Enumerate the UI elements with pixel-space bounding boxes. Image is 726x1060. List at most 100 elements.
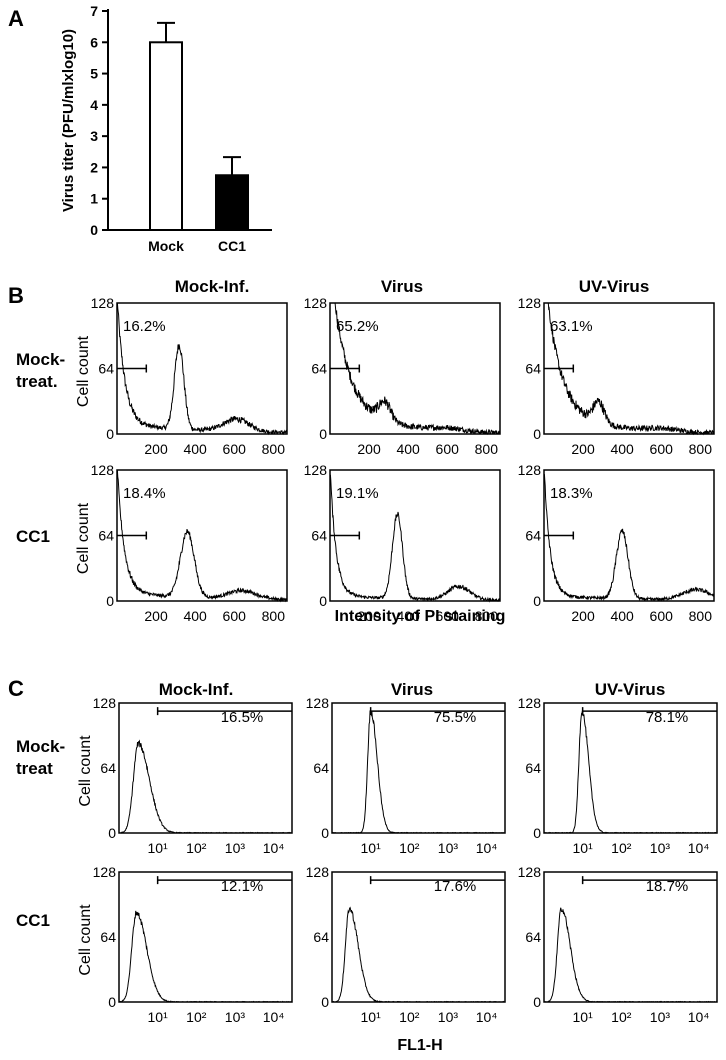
histogram-trace: [118, 739, 293, 834]
ytick-label: 0: [533, 426, 541, 442]
panel-a-category-label: CC1: [218, 238, 246, 254]
ytick-label: 128: [518, 695, 542, 711]
xtick-label: 10¹: [361, 1009, 382, 1025]
xtick-label: 200: [571, 441, 595, 457]
panel-a-bar-mock: [149, 41, 183, 231]
xtick-label: 400: [183, 608, 207, 624]
ytick-label: 64: [100, 929, 116, 945]
ytick-label: 0: [533, 994, 541, 1010]
panel-a-ytick-label: 5: [90, 66, 98, 82]
xtick-label: 10³: [438, 1009, 459, 1025]
plot-frame: [331, 871, 506, 1003]
xtick-label: 10⁴: [688, 1009, 710, 1025]
ytick-label: 64: [98, 361, 114, 377]
xtick-label: 10⁴: [476, 840, 498, 856]
ytick-label: 64: [98, 528, 114, 544]
xtick-label: 10³: [650, 1009, 671, 1025]
panel-c-label: C: [8, 676, 24, 701]
gate-percentage: 18.7%: [646, 878, 689, 895]
ytick-label: 128: [93, 695, 117, 711]
ytick-label: 64: [313, 760, 329, 776]
panel-b-plot-r0c1: 0 64 128 200 400 600 800 65.2%: [304, 295, 501, 457]
y-axis-label: Cell count: [75, 502, 92, 574]
y-axis-label: Cell count: [77, 735, 94, 807]
ytick-label: 128: [518, 462, 542, 478]
y-axis-label: Cell count: [75, 335, 92, 407]
ytick-label: 128: [306, 695, 330, 711]
panel-b-row-label: CC1: [16, 527, 50, 546]
ytick-label: 0: [533, 825, 541, 841]
y-axis-label: Cell count: [77, 904, 94, 976]
panel-a-ytick-label: 3: [90, 128, 98, 144]
panel-b-label: B: [8, 283, 24, 308]
histogram-trace: [329, 474, 501, 603]
ytick-label: 0: [319, 593, 327, 609]
ytick-label: 0: [319, 426, 327, 442]
xtick-label: 10³: [225, 840, 246, 856]
xtick-label: 400: [396, 441, 420, 457]
panel-a-bar-cc1: [215, 174, 249, 231]
gate-percentage: 78.1%: [646, 709, 689, 726]
xtick-label: 800: [262, 441, 286, 457]
panel-b: B Mock-Inf. Virus UV-Virus Mock-treat. CC1 0 64…: [8, 277, 715, 625]
gate-percentage: 12.1%: [221, 878, 264, 895]
plot-frame: [543, 871, 718, 1003]
panel-a-ytick-label: 4: [90, 97, 98, 113]
ytick-label: 64: [313, 929, 329, 945]
ytick-label: 0: [106, 426, 114, 442]
histogram-trace: [331, 906, 505, 1003]
panel-a-ytick-label: 6: [90, 34, 98, 50]
panel-b-plot-r1c2: 0 64 128 200 400 600 800 18.3%: [518, 462, 715, 624]
panel-a-ytick-label: 7: [90, 3, 98, 19]
panel-a-label: A: [8, 6, 24, 31]
ytick-label: 128: [91, 462, 115, 478]
xtick-label: 800: [475, 441, 499, 457]
xtick-label: 800: [689, 608, 713, 624]
panel-a-category-label: Mock: [148, 238, 184, 254]
panel-c-plot-r1c2: 0 64 128 10¹ 10² 10³ 10⁴ 18.7%: [518, 864, 718, 1025]
xtick-label: 10²: [399, 1009, 420, 1025]
gate-percentage: 18.4%: [123, 485, 166, 502]
panel-c-plot-r0c1: 0 64 128 10¹ 10² 10³ 10⁴ 75.5%: [306, 695, 506, 856]
xtick-label: 10¹: [573, 1009, 594, 1025]
gate-percentage: 63.1%: [550, 318, 593, 335]
ytick-label: 64: [311, 361, 327, 377]
xtick-label: 200: [357, 441, 381, 457]
panel-a-ytick-label: 2: [90, 159, 98, 175]
xtick-label: 200: [357, 608, 381, 624]
panel-c-x-label: FL1-H: [397, 1037, 442, 1054]
plot-frame: [331, 702, 506, 834]
panel-b-plot-r1c1: 0 64 128 200 400 600 800 19.1%: [304, 462, 501, 624]
histogram-trace: [544, 302, 715, 436]
histogram-trace: [331, 710, 505, 834]
panel-c: C Mock-Inf. Virus UV-Virus Mock-treat CC1 0 64 1…: [8, 676, 718, 1054]
xtick-label: 10⁴: [688, 840, 710, 856]
panel-c-plot-r1c1: 0 64 128 10¹ 10² 10³ 10⁴ 17.6%: [306, 864, 506, 1025]
xtick-label: 800: [689, 441, 713, 457]
histogram-trace: [543, 710, 718, 834]
xtick-label: 600: [650, 441, 674, 457]
xtick-label: 200: [144, 441, 168, 457]
panel-c-row-label: Mock-treat: [16, 737, 65, 778]
panel-c-column-title: Virus: [391, 680, 433, 699]
xtick-label: 200: [144, 608, 168, 624]
xtick-label: 600: [436, 608, 460, 624]
panel-c-plot-r0c0: 0 64 128 Cell count 10¹ 10² 10³ 10⁴ 16.5%: [77, 695, 293, 856]
panel-a: A 0 1 2 3 4 5 6 7 Virus titer (PFU/mlxlog10) Mock C…: [8, 3, 272, 254]
xtick-label: 600: [223, 608, 247, 624]
ytick-label: 0: [321, 994, 329, 1010]
ytick-label: 64: [525, 760, 541, 776]
xtick-label: 600: [436, 441, 460, 457]
xtick-label: 600: [650, 608, 674, 624]
ytick-label: 64: [100, 760, 116, 776]
histogram-trace: [116, 302, 288, 436]
panel-a-ytick-label: 1: [90, 191, 98, 207]
xtick-label: 400: [396, 608, 420, 624]
histogram-trace: [543, 907, 718, 1003]
gate-percentage: 16.5%: [221, 709, 264, 726]
histogram-trace: [543, 474, 715, 602]
plot-frame: [543, 702, 718, 834]
ytick-label: 128: [306, 864, 330, 880]
xtick-label: 10¹: [361, 840, 382, 856]
xtick-label: 400: [610, 441, 634, 457]
